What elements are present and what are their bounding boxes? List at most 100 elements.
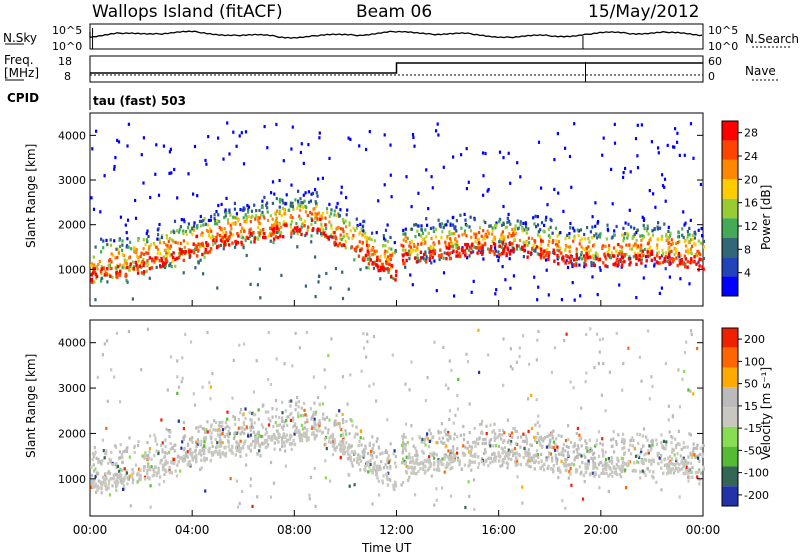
velocity-scatter-cell [357,462,361,466]
velocity-scatter-cell [600,393,603,397]
power-scatter-cell [113,239,116,243]
power-scatter-cell [534,247,537,251]
velocity-scatter-cell [119,443,122,447]
velocity-scatter-cell [292,419,295,423]
power-scatter-cell [474,233,477,237]
velocity-scatter-cell [277,440,280,444]
power-scatter-cell [435,129,438,133]
velocity-scatter-cell [631,469,634,473]
power-scatter-cell [148,245,151,249]
velocity-scatter-cell [269,382,273,386]
power-scatter-cell [702,256,705,261]
power-scatter-cell [635,246,638,250]
velocity-scatter-cell [308,497,311,501]
power-scatter-cell [182,229,185,233]
power-scatter-cell [300,142,303,146]
power-scatter-cell [375,231,378,235]
power-scatter-cell [505,253,508,257]
power-scatter-cell [243,220,246,224]
power-scatter-cell [610,256,613,260]
velocity-scatter-cell [620,440,623,444]
velocity-scatter-cell [254,439,257,443]
power-scatter-cell [160,256,163,261]
power-scatter-cell [401,248,405,252]
velocity-scatter-cell [683,471,686,476]
velocity-scatter-cell [682,463,685,467]
velocity-scatter-cell [204,489,207,493]
velocity-scatter-cell [584,466,587,470]
velocity-scatter-cell [146,454,149,458]
velocity-scatter-cell [298,346,301,350]
nsky-panel-frame [89,23,704,50]
velocity-scatter-cell [426,437,430,441]
power-scatter-cell [109,238,112,242]
velocity-scatter-cell [551,459,554,463]
power-scatter-cell [184,230,188,234]
power-scatter-cell [645,229,649,233]
power-scatter-cell [573,229,576,233]
velocity-scatter-cell [410,424,413,428]
power-scatter-cell [613,229,616,233]
colorbar-tick-label: 4 [744,267,751,280]
velocity-scatter-cell [369,458,372,462]
power-scatter-cell [225,243,228,247]
velocity-scatter-cell [154,465,157,470]
velocity-scatter-cell [671,414,675,418]
power-scatter-cell [135,248,138,252]
power-scatter-cell [216,219,219,223]
velocity-scatter-cell [219,438,222,442]
power-scatter-cell [269,239,272,243]
velocity-scatter-cell [144,477,147,481]
velocity-scatter-cell [237,430,240,434]
power-scatter-cell [314,255,317,259]
velocity-scatter-cell [671,462,675,466]
power-scatter-cell [116,255,119,260]
velocity-scatter-cell [178,456,182,460]
velocity-scatter-cell [102,480,105,485]
velocity-scatter-cell [292,438,295,443]
velocity-scatter-cell [282,432,286,436]
velocity-scatter-cell [412,471,415,475]
power-scatter-cell [282,223,285,227]
velocity-scatter-cell [570,462,574,466]
velocity-scatter-cell [394,461,397,465]
velocity-scatter-cell [685,465,688,469]
velocity-scatter-cell [94,484,97,489]
power-scatter-cell [142,272,146,276]
velocity-scatter-cell [338,409,341,413]
power-scatter-cell [249,232,253,236]
power-scatter-cell [605,237,608,241]
power-scatter-cell [371,261,375,265]
velocity-scatter-cell [598,350,601,354]
velocity-scatter-cell [658,456,661,460]
velocity-scatter-cell [122,450,125,454]
velocity-scatter-cell [489,456,492,460]
power-scatter-cell [469,215,472,219]
velocity-scatter-cell [301,427,304,431]
power-scatter-cell [282,201,285,205]
velocity-scatter-cell [598,474,601,478]
velocity-scatter-cell [375,439,378,443]
velocity-scatter-cell [243,431,246,435]
velocity-scatter-cell [697,454,700,458]
velocity-scatter-cell [400,483,403,487]
power-scatter-cell [667,254,670,259]
velocity-scatter-cell [426,432,429,436]
power-scatter-cell [213,213,216,217]
velocity-scatter-cell [441,486,444,490]
velocity-scatter-cell [633,446,636,450]
power-scatter-cell [166,247,169,251]
velocity-scatter-cell [692,453,695,457]
velocity-scatter-cell [392,483,395,487]
power-scatter-cell [290,231,293,235]
power-scatter-cell [547,243,550,247]
velocity-scatter-cell [552,468,555,472]
velocity-scatter-cell [251,504,254,508]
velocity-scatter-cell [155,473,158,478]
velocity-scatter-cell [288,399,291,403]
velocity-scatter-cell [271,415,274,419]
power-scatter-cell [649,252,652,256]
velocity-scatter-cell [513,452,516,456]
velocity-scatter-cell [501,433,504,437]
velocity-scatter-cell [583,480,586,484]
